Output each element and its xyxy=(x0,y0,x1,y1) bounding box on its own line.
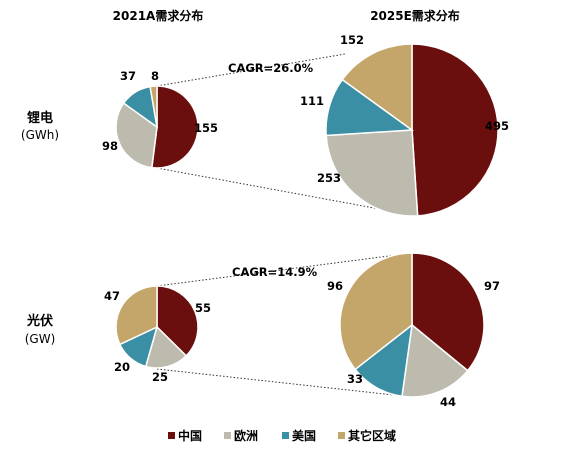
column-title-2025: 2025E需求分布 xyxy=(370,8,460,23)
legend-swatch-europe xyxy=(224,432,231,439)
pie-slice-lithium-2025-other xyxy=(341,43,413,132)
data-label-pv-2025-china: 97 xyxy=(484,279,500,293)
pie-slice-pv-2021-other xyxy=(115,285,158,346)
pie-slice-pv-2025-china xyxy=(411,252,485,372)
connector-lines xyxy=(156,53,413,398)
legend-label-usa: 美国 xyxy=(292,428,316,443)
pie-slice-lithium-2021-other xyxy=(149,85,158,128)
pie-pv-2021: 55 25 20 47 xyxy=(104,285,211,384)
column-title-2021: 2021A需求分布 xyxy=(113,8,204,23)
data-label-pv-2025-other: 96 xyxy=(327,279,343,293)
pie-slice-pv-2021-europe xyxy=(144,325,188,369)
legend-swatch-usa xyxy=(282,432,289,439)
row-label-lithium: 锂电 xyxy=(27,110,53,126)
data-label-pv-2021-europe: 25 xyxy=(152,370,168,384)
data-label-pv-2021-usa: 20 xyxy=(114,360,130,374)
data-label-pv-2025-europe: 44 xyxy=(440,395,456,409)
cagr-pv: CAGR=14.9% xyxy=(232,265,318,279)
pie-slice-pv-2021-china xyxy=(156,285,199,357)
data-label-lithium-2021-europe: 98 xyxy=(102,139,118,153)
legend-label-europe: 欧洲 xyxy=(234,428,258,443)
data-label-pv-2021-other: 47 xyxy=(104,289,120,303)
legend-label-other: 其它区域 xyxy=(348,428,396,443)
pie-pv-2025: 97 44 33 96 xyxy=(327,252,500,409)
row-label-pv: 光伏 xyxy=(26,313,53,329)
legend-label-china: 中国 xyxy=(178,428,202,443)
data-label-pv-2025-usa: 33 xyxy=(347,372,363,386)
pie-lithium-2021: 155 98 37 8 xyxy=(102,69,218,169)
data-label-lithium-2025-europe: 253 xyxy=(317,171,341,185)
legend-swatch-china xyxy=(168,432,175,439)
pie-slice-lithium-2025-china xyxy=(411,43,499,217)
data-label-lithium-2021-china: 155 xyxy=(194,121,218,135)
pie-slice-pv-2025-other xyxy=(339,252,413,371)
pie-slice-lithium-2025-europe xyxy=(325,129,419,217)
pie-slice-lithium-2021-europe xyxy=(115,102,158,169)
legend: 中国 欧洲 美国 其它区域 xyxy=(168,428,396,443)
connector-top-pv xyxy=(156,252,413,287)
data-label-lithium-2025-other: 152 xyxy=(340,33,364,47)
data-label-lithium-2021-other: 8 xyxy=(151,69,159,83)
data-label-lithium-2021-usa: 37 xyxy=(120,69,136,83)
pie-lithium-2025: 495 253 111 152 xyxy=(300,33,509,217)
pie-slice-lithium-2021-china xyxy=(150,85,199,169)
pie-slice-pv-2025-europe xyxy=(401,323,469,398)
connector-bottom-lithium xyxy=(156,167,413,216)
data-label-lithium-2025-usa: 111 xyxy=(300,94,324,108)
connector-bottom-pv xyxy=(156,368,413,398)
cagr-lithium: CAGR=26.0% xyxy=(228,61,314,75)
data-label-lithium-2025-china: 495 xyxy=(485,119,509,133)
legend-swatch-other xyxy=(338,432,345,439)
row-unit-pv: (GW) xyxy=(25,332,56,346)
connector-top-lithium xyxy=(156,53,346,87)
data-label-pv-2021-china: 55 xyxy=(195,301,211,315)
row-unit-lithium: (GWh) xyxy=(21,128,59,142)
